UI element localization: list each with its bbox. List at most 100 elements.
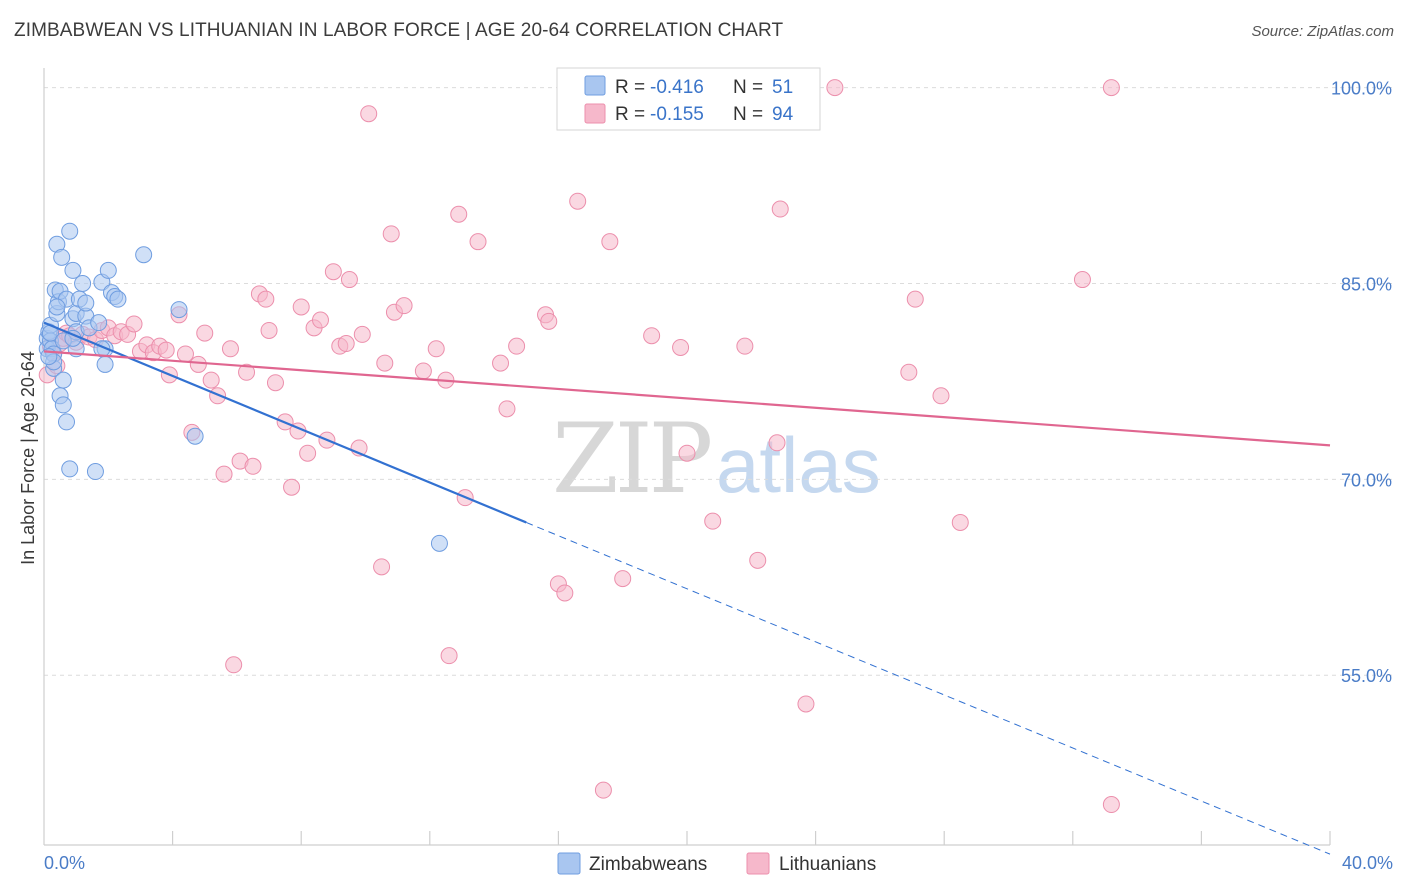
lithuanians-point (951, 513, 969, 531)
zimbabweans-point (96, 355, 114, 373)
lithuanians-point (176, 345, 194, 363)
chart-source: Source: ZipAtlas.com (1251, 23, 1394, 40)
lithuanians-point (932, 387, 950, 405)
series-legend: Zimbabweans Lithuanians (557, 852, 876, 875)
lithuanians-point (749, 551, 767, 569)
lithuanians-point (260, 321, 278, 339)
lithuanians-point (257, 290, 275, 308)
lithuanians-point (221, 340, 239, 358)
lithuanians-point (238, 363, 256, 381)
zimbabweans-point (99, 261, 117, 279)
zimbabweans-point (86, 463, 104, 481)
trend-lines (43, 321, 1331, 855)
legend-n-label-zimbabweans: N = (733, 77, 763, 98)
legend-n-value-zimbabweans: 51 (772, 77, 793, 98)
watermark-atlas: atlas (716, 421, 881, 509)
lithuanians-point (324, 263, 342, 281)
lithuanians-point (826, 79, 844, 97)
lithuanians-point (292, 298, 310, 316)
y-tick-label: 55.0% (1341, 666, 1392, 686)
lithuanians-point (283, 478, 301, 496)
lithuanians-point (594, 781, 612, 799)
y-tick-label: 70.0% (1341, 470, 1392, 490)
zimbabweans-point (53, 248, 71, 266)
lithuanians-point (672, 338, 690, 356)
zimbabweans-point (430, 534, 448, 552)
lithuanians-point (704, 512, 722, 530)
lithuanians-point (1102, 796, 1120, 814)
bottom-legend-swatch-zimbabweans (557, 852, 581, 875)
zimbabweans-point (54, 371, 72, 389)
lithuanians-point (492, 354, 510, 372)
x-tick-label: 0.0% (44, 853, 85, 873)
lithuanians-point (244, 457, 262, 475)
legend-swatch-lithuanians (584, 103, 606, 124)
lithuanians-point (469, 233, 487, 251)
lithuanians-point (215, 465, 233, 483)
lithuanians-point (299, 444, 317, 462)
legend-r-label-zimbabweans: R = (615, 77, 645, 98)
lithuanians-point (427, 340, 445, 358)
lithuanians-point (202, 371, 220, 389)
zimbabweans-point (186, 427, 204, 445)
correlation-legend: R = -0.416 N = 51 R = -0.155 N = 94 (556, 67, 821, 131)
gridlines (44, 87, 1392, 676)
x-axis-tick-labels: 0.0% 40.0% (44, 853, 1393, 873)
zimbabweans-point (61, 460, 79, 478)
zimbabweans-point (61, 222, 79, 240)
zimbabweans-point (74, 274, 92, 292)
lithuanians-point (125, 315, 143, 333)
legend-n-value-lithuanians: 94 (772, 104, 794, 125)
zimbabweans-point (77, 294, 95, 312)
lithuanians-point (395, 297, 413, 315)
lithuanians-point (266, 374, 284, 392)
lithuanians-point (1073, 271, 1091, 289)
bottom-legend-label-zimbabweans: Zimbabweans (589, 854, 707, 875)
zimbabweans-trend-extension (526, 521, 1331, 855)
bottom-legend-label-lithuanians: Lithuanians (779, 854, 876, 875)
lithuanians-point (601, 233, 619, 251)
legend-r-value-lithuanians: -0.155 (650, 104, 704, 125)
lithuanians-point (1102, 79, 1120, 97)
lithuanians-point (340, 271, 358, 289)
y-axis-tick-labels: 100.0% 85.0% 70.0% 55.0% (1331, 79, 1392, 687)
zimbabweans-point (170, 301, 188, 319)
lithuanians-point (360, 105, 378, 123)
lithuanians-point (225, 656, 243, 674)
lithuanians-point (189, 355, 207, 373)
zimbabweans-point (48, 298, 66, 316)
y-axis-label: In Labor Force | Age 20-64 (18, 351, 38, 565)
lithuanians-point (614, 570, 632, 588)
lithuanians-point (540, 312, 558, 330)
lithuanians-point (508, 337, 526, 355)
lithuanians-point (736, 337, 754, 355)
lithuanians-point (196, 324, 214, 342)
legend-r-label-lithuanians: R = (615, 104, 645, 125)
lithuanians-point (498, 400, 516, 418)
y-tick-label: 85.0% (1341, 274, 1392, 294)
lithuanians-point (353, 325, 371, 343)
lithuanians-point (643, 327, 661, 345)
lithuanians-point (376, 354, 394, 372)
chart-title: ZIMBABWEAN VS LITHUANIAN IN LABOR FORCE … (14, 20, 784, 41)
lithuanians-point (414, 362, 432, 380)
zimbabweans-point (109, 290, 127, 308)
lithuanians-point (440, 647, 458, 665)
zimbabweans-point (58, 413, 76, 431)
lithuanians-trend-line (43, 350, 1331, 447)
zimbabweans-point (90, 314, 108, 332)
lithuanians-point (797, 695, 815, 713)
zimbabweans-trend-line (43, 321, 527, 524)
x-tick-label: 40.0% (1342, 853, 1393, 873)
lithuanians-point (450, 205, 468, 223)
bottom-legend-swatch-lithuanians (746, 852, 770, 875)
lithuanians-point (157, 341, 175, 359)
legend-n-label-lithuanians: N = (733, 104, 763, 125)
zimbabweans-point (135, 246, 153, 264)
legend-swatch-zimbabweans (584, 75, 606, 96)
lithuanians-point (768, 434, 786, 452)
lithuanians-point (569, 192, 587, 210)
lithuanians-point (771, 200, 789, 218)
zimbabweans-points (38, 222, 448, 552)
